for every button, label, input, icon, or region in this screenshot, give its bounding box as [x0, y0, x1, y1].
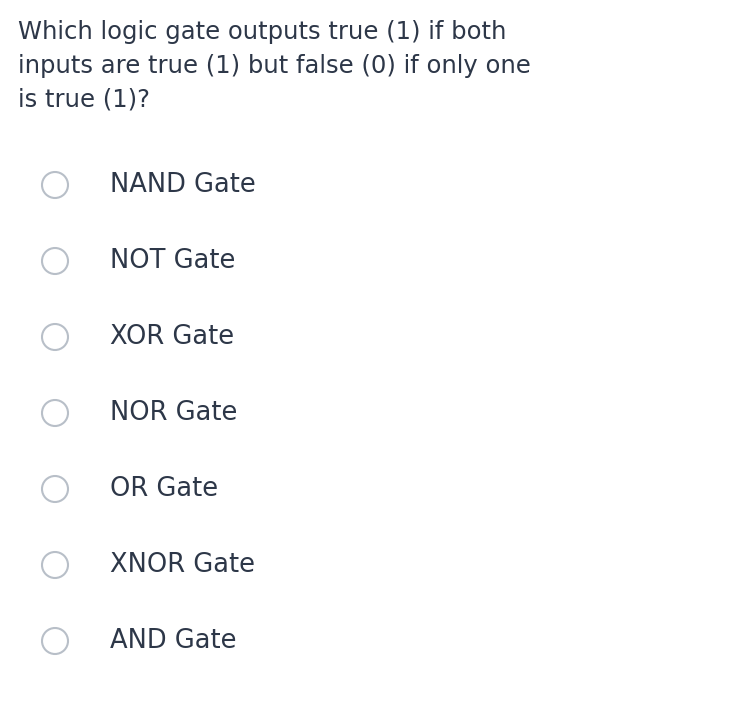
Text: XNOR Gate: XNOR Gate: [110, 552, 255, 578]
Text: Which logic gate outputs true (1) if both
inputs are true (1) but false (0) if o: Which logic gate outputs true (1) if bot…: [18, 20, 530, 111]
Circle shape: [42, 172, 68, 198]
Text: XOR Gate: XOR Gate: [110, 324, 234, 350]
Text: NOR Gate: NOR Gate: [110, 400, 237, 426]
Text: AND Gate: AND Gate: [110, 628, 237, 654]
Circle shape: [42, 324, 68, 350]
Text: NAND Gate: NAND Gate: [110, 172, 256, 198]
Text: OR Gate: OR Gate: [110, 476, 218, 502]
Text: NOT Gate: NOT Gate: [110, 248, 235, 274]
Circle shape: [42, 628, 68, 654]
Circle shape: [42, 476, 68, 502]
Circle shape: [42, 552, 68, 578]
Circle shape: [42, 248, 68, 274]
Circle shape: [42, 400, 68, 426]
